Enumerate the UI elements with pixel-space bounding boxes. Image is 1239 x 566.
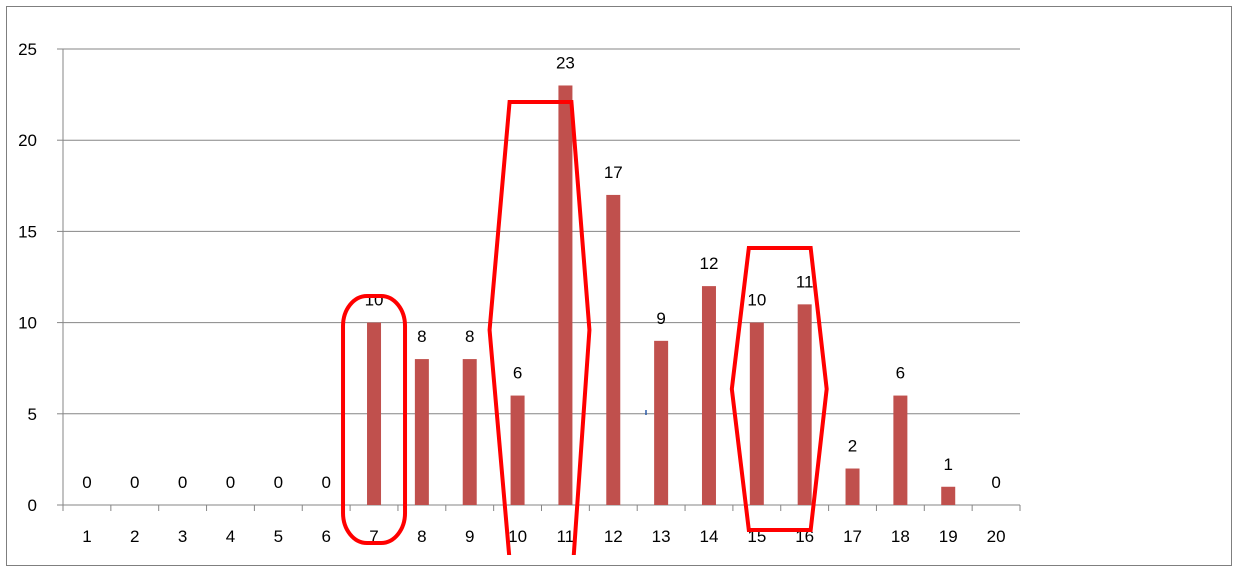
x-tick-label-9: 9	[465, 527, 474, 546]
x-tick-label-19: 19	[939, 527, 958, 546]
x-tick-label-5: 5	[274, 527, 283, 546]
data-label-5: 0	[274, 473, 283, 492]
x-tick-label-7: 7	[369, 527, 378, 546]
highlight-bars-15-16	[729, 246, 829, 532]
y-tick-label-15: 15	[18, 222, 37, 241]
x-tick-labels: 1 2 3 4 5 6 7 8 9 10 11 12 13 14 15 16 17 18 19 20	[82, 527, 1005, 546]
data-label-11: 23	[556, 53, 575, 72]
bar-18	[893, 395, 908, 505]
bar-19	[941, 486, 956, 505]
data-label-14: 12	[700, 254, 719, 273]
data-label-3: 0	[178, 473, 187, 492]
data-label-7: 10	[365, 291, 384, 310]
bars	[367, 85, 956, 506]
bar-7	[367, 322, 382, 505]
data-label-19: 1	[943, 455, 952, 474]
data-label-2: 0	[130, 473, 139, 492]
data-label-15: 10	[747, 291, 766, 310]
bar-11	[558, 85, 573, 505]
bar-9	[462, 359, 477, 505]
bar-14	[701, 286, 716, 505]
x-tick-label-13: 13	[652, 527, 671, 546]
x-tick-label-3: 3	[178, 527, 187, 546]
data-label-16: 11	[796, 272, 814, 291]
data-label-18: 6	[896, 364, 905, 383]
x-tick-label-20: 20	[987, 527, 1006, 546]
x-tick-label-8: 8	[417, 527, 426, 546]
x-tick-label-11: 11	[557, 527, 575, 546]
x-tick-label-6: 6	[321, 527, 330, 546]
bar-16	[797, 304, 812, 505]
data-label-1: 0	[82, 473, 91, 492]
bar-15	[749, 322, 764, 505]
bar-17	[845, 468, 860, 505]
x-tick-label-12: 12	[604, 527, 623, 546]
x-tick-label-4: 4	[226, 527, 235, 546]
bar-8	[414, 359, 429, 505]
data-label-4: 0	[226, 473, 235, 492]
y-tick-labels: 0 5 10 15 20 25	[18, 40, 37, 515]
gridlines	[63, 48, 1020, 415]
y-tick-label-5: 5	[28, 405, 37, 424]
highlight-bar-7	[341, 294, 408, 545]
data-label-20: 0	[991, 473, 1000, 492]
data-label-17: 2	[848, 437, 857, 456]
data-label-13: 9	[656, 309, 665, 328]
y-tick-label-20: 20	[18, 131, 37, 150]
y-tick-label-0: 0	[28, 496, 37, 515]
y-tick-label-25: 25	[18, 40, 37, 59]
data-label-10: 6	[513, 364, 522, 383]
data-label-6: 0	[321, 473, 330, 492]
x-tick-label-2: 2	[130, 527, 139, 546]
data-label-8: 8	[417, 327, 426, 346]
highlight-bars-10-11	[487, 100, 592, 555]
red-annotations	[341, 100, 829, 555]
data-label-9: 8	[465, 327, 474, 346]
axes	[57, 48, 1021, 511]
data-label-12: 17	[604, 163, 623, 182]
bar-10	[510, 395, 525, 505]
x-tick-label-1: 1	[82, 527, 91, 546]
x-tick-label-18: 18	[891, 527, 910, 546]
x-tick-label-17: 17	[843, 527, 862, 546]
y-tick-label-10: 10	[18, 314, 37, 333]
x-tick-label-14: 14	[700, 527, 719, 546]
bar-13	[654, 340, 669, 505]
bar-12	[606, 194, 621, 506]
x-tick-label-10: 10	[508, 527, 527, 546]
